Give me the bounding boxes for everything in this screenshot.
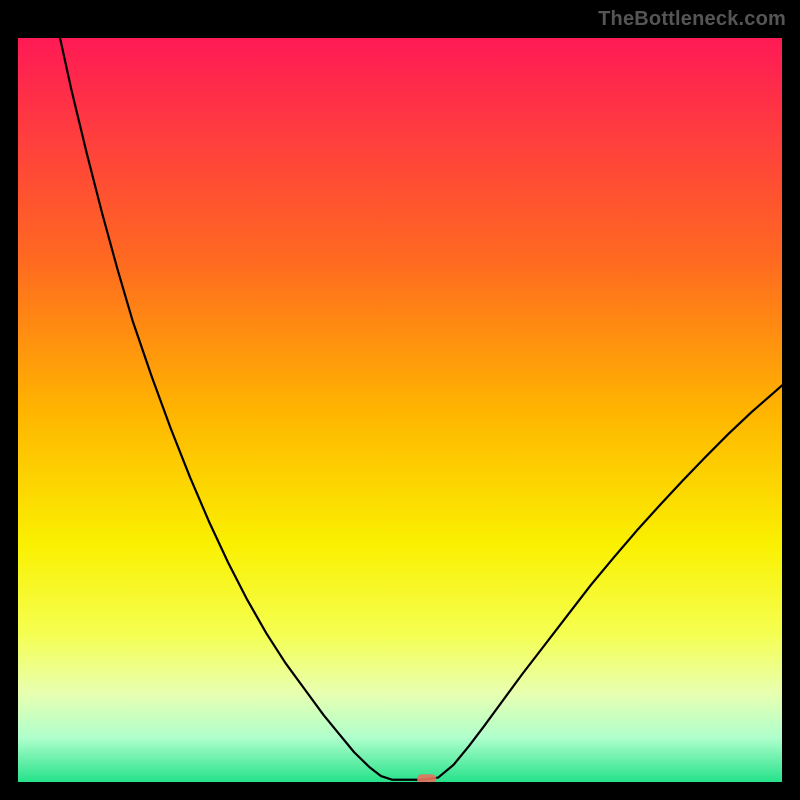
watermark-text: TheBottleneck.com	[598, 8, 786, 31]
chart-container: TheBottleneck.com	[0, 0, 800, 800]
gradient-background	[18, 38, 782, 782]
chart-svg	[18, 38, 782, 782]
plot-area	[18, 38, 782, 782]
optimal-point-marker	[417, 774, 436, 782]
